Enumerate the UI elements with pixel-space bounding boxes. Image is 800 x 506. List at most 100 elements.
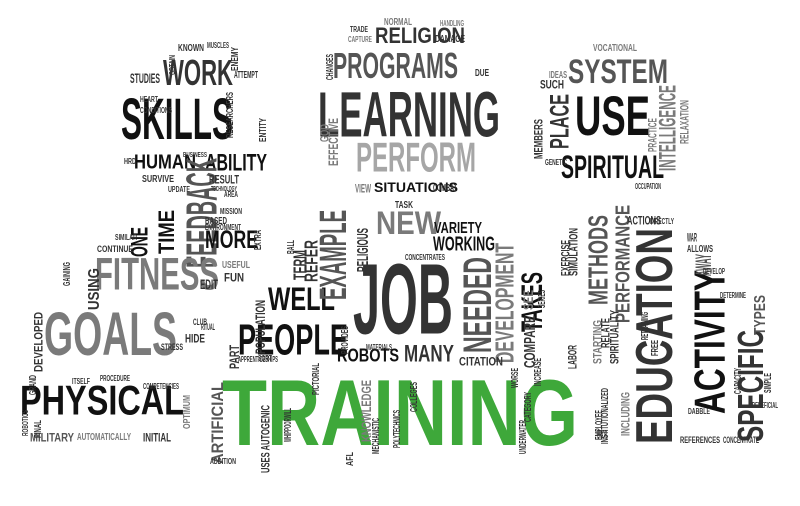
word-allows: ALLOWS — [687, 242, 713, 255]
word-retraining: RETRAINING — [638, 312, 651, 340]
word-place: PLACE — [543, 94, 575, 149]
word-combat: COMBAT — [433, 181, 457, 194]
word-whippoorwill: WHIPPOORWILL — [281, 408, 294, 442]
word-known: KNOWN — [178, 41, 204, 54]
word-attempt: ATTEMPT — [234, 68, 258, 81]
word-fitness: FITNESS — [95, 249, 219, 300]
word-itself: ITSELF — [72, 377, 90, 386]
word-free: FREE — [648, 340, 661, 356]
word-population: POPULATION — [252, 300, 269, 354]
word-develop: DEVELOP — [703, 267, 725, 276]
word-determine: DETERMINE — [720, 291, 746, 300]
word-religious: RELIGIOUS — [353, 228, 372, 272]
word-labor: LABOR — [565, 345, 580, 369]
word-human: HUMAN — [134, 150, 196, 173]
word-situations: SITUATIONS — [374, 179, 458, 196]
word-useful: USEFUL — [222, 258, 250, 271]
word-trade: TRADE — [350, 25, 368, 34]
word-normal: NORMAL — [384, 15, 412, 28]
word-enemy: ENEMY — [228, 47, 241, 71]
word-hrd: HRD — [124, 157, 136, 166]
word-optimum: OPTIMUM — [180, 395, 193, 429]
word-uses-autogenic: USES AUTOGENIC — [258, 405, 273, 473]
word-goals: GOALS — [44, 299, 177, 369]
word-types: TYPES — [750, 295, 769, 335]
word-increase: INCREASE — [531, 358, 544, 386]
word-update: UPDATE — [168, 185, 190, 194]
word-perform: PERFORM — [356, 134, 476, 181]
word-final: FINAL — [31, 420, 44, 438]
word-continue: CONTINUE — [97, 244, 133, 255]
word-afl: AFL — [343, 452, 356, 466]
word-competencies: COMPETENCIES — [143, 382, 179, 391]
word-members: MEMBERS — [531, 119, 546, 159]
word-grand: GRAND — [26, 375, 39, 395]
word-provides: PROVIDES — [338, 326, 351, 354]
word-researchers: RESEARCHERS — [223, 92, 236, 138]
word-environment: ENVIRONMENT — [205, 223, 241, 232]
word-ball: BALL — [284, 240, 297, 254]
word-developed: DEVELOPED — [31, 312, 46, 372]
word-prior: PRIOR — [597, 427, 607, 442]
word-category: CATEGORY — [521, 392, 534, 422]
word-damage: DAMAGE — [435, 32, 465, 45]
word-training: TRAINING — [222, 360, 578, 466]
word-procedure: PROCEDURE — [100, 374, 130, 383]
word-people: PEOPLE — [238, 315, 348, 365]
word-simple: SIMPLE — [761, 373, 774, 393]
word-war: WAR — [687, 230, 697, 245]
word-capture: CAPTURE — [348, 35, 372, 44]
word-spiritual: SPIRITUAL — [561, 149, 664, 186]
word-well: WELL — [268, 281, 335, 318]
word-education: EDUCATION — [626, 227, 684, 444]
word-technology: TECHNOLOGY — [211, 185, 237, 194]
word-conditions: CONDITIONS — [140, 106, 172, 115]
word-obtain: OBTAIN — [168, 55, 177, 75]
word-automatically: AUTOMATICALLY — [77, 430, 131, 443]
word-intelligence: INTELLIGENCE — [654, 85, 682, 171]
word-pictorial: PICTORIAL — [309, 363, 322, 395]
word-work: WORK — [163, 52, 233, 94]
word-result: RESULT — [209, 172, 239, 187]
word-handling: HANDLING — [440, 19, 464, 28]
word-spirituality: SPIRITUALITY — [607, 310, 622, 364]
word-hide: HIDE — [185, 331, 205, 346]
word-task: TASK — [395, 198, 413, 211]
word-ritual: RITUAL — [201, 322, 215, 333]
word-addition: ADDITION — [210, 457, 236, 466]
word-using: USING — [84, 268, 103, 310]
word-methods: METHODS — [582, 215, 614, 305]
word-muscles: MUSCLES — [207, 41, 229, 50]
word-concentrate: CONCENTRATE — [723, 435, 759, 446]
word-use: USE — [575, 85, 650, 148]
word-relaxation: RELAXATION — [677, 100, 692, 144]
word-entity: ENTITY — [256, 118, 269, 142]
word-references: REFERENCES — [680, 435, 720, 446]
word-citation: CITATION — [459, 354, 503, 369]
word-job: JOB — [353, 243, 453, 356]
word-skills: SKILLS — [121, 87, 233, 153]
word-colleges: COLLEGES — [407, 382, 420, 412]
word-materials: MATERIALS — [366, 343, 392, 352]
word-survive: SURVIVE — [142, 172, 174, 185]
word-initial: INITIAL — [143, 430, 171, 445]
word-variety: VARIETY — [434, 218, 482, 237]
word-many: MANY — [404, 340, 454, 368]
word-ideas: IDEAS — [549, 68, 567, 81]
word-stress: STRESS — [161, 342, 183, 353]
word-underwater: UNDERWATER — [516, 420, 529, 454]
word-artificial: ARTIFICIAL — [208, 382, 228, 464]
word-programs: PROGRAMS — [333, 45, 458, 87]
word-heart: HEART — [140, 95, 158, 104]
word-genetic: GENETIC — [545, 158, 567, 167]
word-fun: FUN — [224, 270, 244, 285]
word-god: GOD — [317, 124, 332, 142]
word-ability: ABILITY — [205, 149, 267, 177]
word-more: MORE — [205, 226, 258, 254]
word-military: MILITARY — [30, 430, 74, 445]
word-view: VIEW — [355, 181, 371, 196]
word-club: CLUB — [193, 317, 207, 328]
word-capacity: CAPACITY — [731, 368, 744, 394]
word-including: INCLUDING — [618, 392, 633, 436]
